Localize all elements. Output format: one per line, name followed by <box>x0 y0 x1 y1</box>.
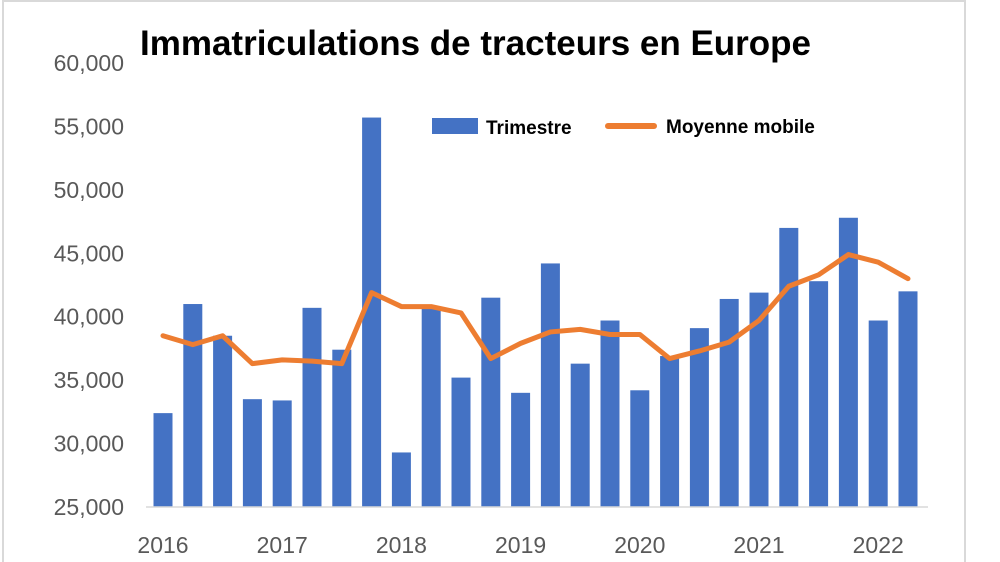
chart-border <box>2 0 966 562</box>
x-tick-label: 2017 <box>257 532 308 558</box>
bar <box>868 320 888 507</box>
y-axis: 25,000 30,000 35,000 40,000 45,000 50,000 55,0… <box>54 50 124 520</box>
x-tick-label: 2020 <box>614 532 665 558</box>
bar <box>898 291 918 507</box>
line-series <box>160 252 911 367</box>
bar <box>779 227 799 507</box>
bar <box>660 356 680 507</box>
bar <box>749 292 769 507</box>
bar <box>153 413 173 507</box>
x-tick-label: 2018 <box>376 532 427 558</box>
x-tick-label: 2021 <box>733 532 784 558</box>
y-tick-label: 25,000 <box>54 494 124 520</box>
bar <box>570 363 590 507</box>
bar <box>451 377 471 507</box>
bar <box>838 217 858 507</box>
bar <box>362 117 382 507</box>
legend-label-moyenne-mobile: Moyenne mobile <box>666 117 815 138</box>
y-tick-label: 45,000 <box>54 240 124 266</box>
bar <box>183 304 203 507</box>
x-tick-label: 2022 <box>853 532 904 558</box>
bar <box>391 452 411 507</box>
y-tick-label: 50,000 <box>54 177 124 203</box>
bar <box>302 307 322 507</box>
y-tick-label: 55,000 <box>54 113 124 139</box>
bar <box>332 349 352 507</box>
moving-average-line <box>160 252 911 367</box>
chart-title: Immatriculations de tracteurs en Europe <box>140 24 812 63</box>
bar <box>511 392 531 507</box>
y-tick-label: 60,000 <box>54 50 124 76</box>
bar <box>600 320 620 507</box>
bar <box>421 306 441 507</box>
y-tick-label: 35,000 <box>54 367 124 393</box>
bar <box>540 263 560 507</box>
bar <box>630 390 650 507</box>
bar <box>719 298 739 507</box>
y-tick-label: 30,000 <box>54 431 124 457</box>
y-tick-label: 40,000 <box>54 304 124 330</box>
bar <box>689 328 709 507</box>
x-axis: 2016 2017 2018 2019 2020 2021 2022 <box>137 532 903 558</box>
legend-label-trimestre: Trimestre <box>486 118 572 139</box>
bar <box>809 281 829 507</box>
bar <box>242 399 262 507</box>
legend: Trimestre Moyenne mobile <box>432 117 815 139</box>
bar <box>481 297 501 507</box>
bar <box>213 335 233 507</box>
x-tick-label: 2019 <box>495 532 546 558</box>
x-tick-label: 2016 <box>137 532 188 558</box>
bar <box>272 400 292 507</box>
bar-series <box>153 117 918 507</box>
legend-swatch-trimestre <box>432 118 478 134</box>
